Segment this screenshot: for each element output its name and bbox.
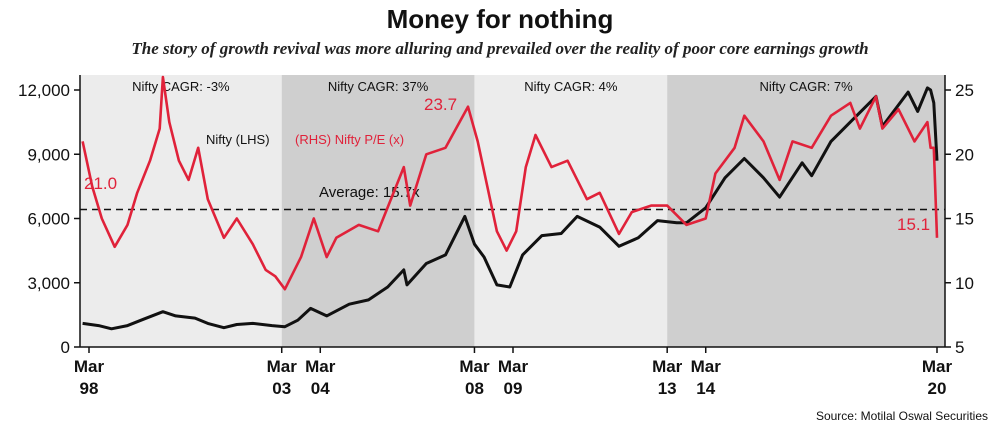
y-left-tick-label: 9,000 — [27, 145, 70, 164]
annotation-pe-end: 15.1 — [897, 215, 930, 234]
x-tick-label-year: 08 — [465, 379, 484, 398]
period-band — [281, 75, 475, 347]
period-label: Nifty CAGR: 4% — [524, 79, 618, 94]
legend-nifty: Nifty (LHS) — [206, 132, 270, 147]
y-right-tick-label: 15 — [955, 210, 974, 229]
source-note: Source: Motilal Oswal Securities — [816, 409, 988, 423]
period-band — [667, 75, 945, 347]
x-tick-label-month: Mar — [922, 357, 953, 376]
x-tick-label-year: 09 — [504, 379, 523, 398]
x-tick-label-year: 14 — [696, 379, 715, 398]
x-tick-label-month: Mar — [267, 357, 298, 376]
period-band — [80, 75, 282, 347]
y-right-tick-label: 5 — [955, 338, 964, 357]
chart-subtitle: The story of growth revival was more all… — [131, 39, 868, 58]
period-label: Nifty CAGR: 37% — [328, 79, 429, 94]
x-tick-label-month: Mar — [498, 357, 529, 376]
x-tick-label-month: Mar — [459, 357, 490, 376]
series-line-pe — [81, 75, 939, 291]
x-axis: Mar 98 Mar 03 Mar 04 Mar 08 Mar 09 Mar 13 Mar 14 Mar 20 — [74, 347, 953, 398]
average-label: Average: 15.7x — [319, 184, 420, 201]
x-tick-label-month: Mar — [74, 357, 105, 376]
y-left-tick-label: 0 — [61, 338, 70, 357]
x-tick-label-year: 13 — [658, 379, 677, 398]
y-axis-left: 0 3,000 6,000 9,000 12,000 — [18, 81, 80, 357]
x-tick-label-month: Mar — [691, 357, 722, 376]
period-bands — [80, 75, 945, 347]
y-right-tick-label: 20 — [955, 145, 974, 164]
annotation-pe-peak: 23.7 — [424, 95, 457, 114]
y-left-tick-label: 3,000 — [27, 274, 70, 293]
chart-title: Money for nothing — [387, 4, 614, 34]
series-line-nifty — [82, 86, 939, 331]
period-label: Nifty CAGR: -3% — [132, 79, 230, 94]
x-tick-label-month: Mar — [305, 357, 336, 376]
annotation-pe-start: 21.0 — [84, 174, 117, 193]
y-right-tick-label: 25 — [955, 81, 974, 100]
x-tick-label-year: 04 — [311, 379, 330, 398]
period-label: Nifty CAGR: 7% — [759, 79, 853, 94]
y-left-tick-label: 12,000 — [18, 81, 70, 100]
y-right-tick-label: 10 — [955, 274, 974, 293]
y-axis-right: 5 10 15 20 25 — [945, 81, 974, 357]
x-tick-label-year: 20 — [928, 379, 947, 398]
x-tick-label-month: Mar — [652, 357, 683, 376]
legend-pe: (RHS) Nifty P/E (x) — [295, 132, 404, 147]
period-labels: Nifty CAGR: -3% Nifty CAGR: 37% Nifty CAGR… — [132, 79, 853, 94]
y-left-tick-label: 6,000 — [27, 210, 70, 229]
x-tick-label-year: 98 — [80, 379, 99, 398]
x-tick-label-year: 03 — [272, 379, 291, 398]
